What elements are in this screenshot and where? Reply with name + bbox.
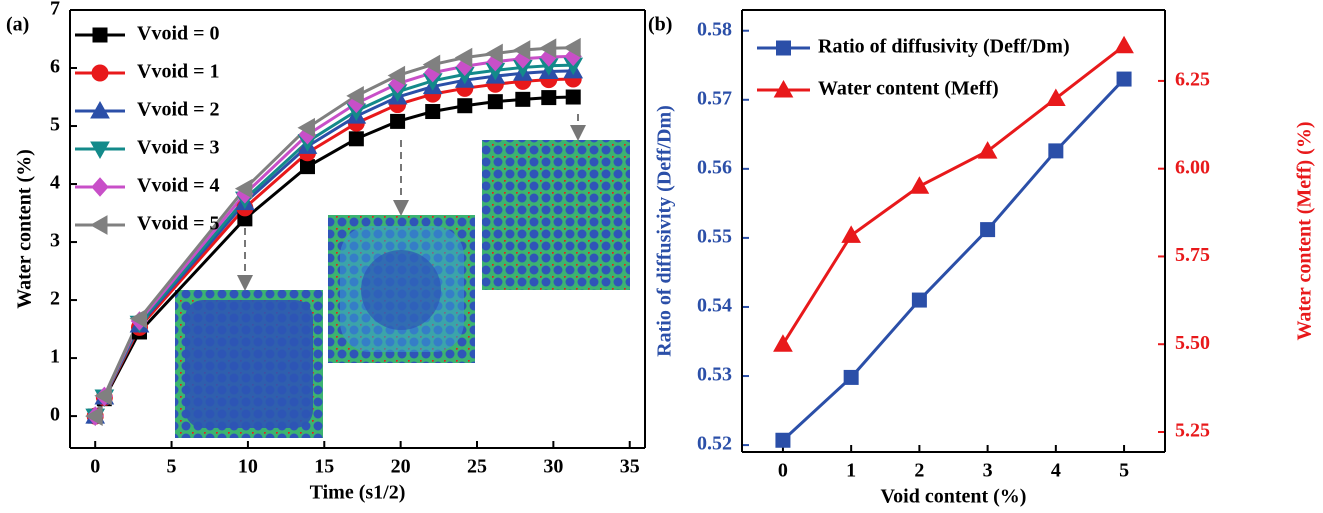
x-tick-label: 5	[167, 456, 177, 478]
legend-label: Vvoid = 1	[137, 61, 220, 83]
marker	[1048, 143, 1064, 159]
x-axis-label: Time (s1/2)	[310, 482, 406, 504]
marker	[565, 89, 581, 105]
y-tick-label: 0.56	[697, 156, 732, 178]
marker	[773, 334, 793, 352]
x-tick-label: 3	[983, 460, 993, 482]
x-tick-label: 35	[620, 456, 640, 478]
x-tick-label: 2	[914, 460, 924, 482]
marker	[346, 86, 364, 106]
marker	[841, 225, 862, 243]
panel-label: (b)	[648, 14, 672, 36]
legend-marker	[773, 79, 794, 98]
marker	[541, 90, 557, 106]
marker	[515, 91, 531, 107]
marker	[387, 65, 406, 86]
marker	[422, 54, 441, 75]
y2-tick-label: 5.25	[1175, 420, 1210, 442]
legend-marker	[90, 141, 110, 160]
x-tick-label: 4	[1051, 460, 1061, 482]
y-tick-label: 0.57	[697, 87, 732, 109]
series-line	[781, 44, 1125, 346]
legend-marker	[89, 215, 108, 235]
marker	[911, 292, 927, 308]
inset-image	[185, 300, 313, 428]
marker	[1045, 88, 1066, 106]
marker	[977, 141, 998, 159]
marker	[348, 131, 364, 147]
x-tick-label: 0	[778, 460, 788, 482]
y2-tick-label: 5.75	[1175, 244, 1210, 266]
y-tick-label: 0.58	[697, 18, 732, 40]
y2-tick-label: 6.25	[1175, 69, 1210, 91]
marker	[485, 43, 503, 64]
legend-marker	[91, 64, 109, 82]
insets	[175, 114, 630, 438]
x-axis-label: Void content (%)	[881, 486, 1027, 508]
x-tick-label: 25	[467, 456, 487, 478]
marker	[454, 47, 473, 68]
y-tick-label: 1	[50, 346, 60, 368]
marker	[487, 94, 503, 110]
x-tick-label: 0	[90, 456, 100, 478]
marker	[234, 178, 253, 199]
legend-marker	[90, 100, 110, 119]
y2-axis-label: Water content (Meff) (%)	[1294, 122, 1316, 341]
marker	[980, 222, 996, 238]
x-tick-label: 10	[238, 456, 258, 478]
y2-tick-label: 6.00	[1175, 156, 1210, 178]
marker	[425, 104, 441, 120]
marker	[512, 40, 531, 60]
marker	[1114, 35, 1134, 54]
legend-label: Vvoid = 2	[137, 99, 220, 121]
legend-marker	[92, 27, 108, 43]
y-tick-label: 2	[50, 288, 60, 310]
legend-label: Ratio of diffusivity (Deff/Dm)	[818, 36, 1070, 58]
x-tick-label: 15	[314, 456, 334, 478]
marker	[909, 176, 930, 194]
legend-label: Vvoid = 4	[137, 175, 220, 197]
marker	[299, 159, 315, 175]
marker	[563, 37, 581, 58]
panel-label: (a)	[6, 14, 29, 36]
legend-label: Vvoid = 3	[137, 137, 220, 159]
x-tick-label: 1	[846, 460, 856, 482]
series-line	[781, 78, 1126, 442]
x-tick-label: 20	[391, 456, 411, 478]
y-tick-label: 5	[50, 114, 60, 136]
y-tick-label: 4	[50, 172, 60, 194]
marker	[538, 38, 557, 59]
y-tick-label: 3	[50, 230, 60, 252]
legend-marker	[91, 177, 109, 197]
marker	[297, 117, 315, 138]
y-axis-label: Ratio of diffusivity (Deff/Dm)	[654, 105, 676, 357]
legend-label: Water content (Meff)	[818, 78, 999, 100]
marker	[390, 113, 406, 129]
y-tick-label: 7	[50, 0, 60, 20]
y-tick-label: 0.55	[697, 226, 732, 248]
x-tick-label: 5	[1119, 460, 1129, 482]
y-tick-label: 0.54	[697, 295, 732, 317]
marker	[1116, 71, 1132, 87]
y2-tick-label: 5.50	[1175, 332, 1210, 354]
marker	[85, 406, 103, 426]
legend-label: Vvoid = 0	[137, 23, 220, 45]
y-axis-label: Water content (%)	[14, 149, 36, 309]
y-tick-label: 0	[50, 404, 60, 426]
y-tick-label: 0.53	[697, 364, 732, 386]
marker	[94, 385, 112, 406]
marker	[843, 369, 859, 385]
inset-image	[482, 140, 630, 290]
marker	[457, 98, 473, 114]
inset-image	[361, 250, 441, 330]
x-tick-label: 30	[543, 456, 563, 478]
legend-marker	[776, 40, 791, 56]
marker	[775, 432, 791, 448]
y-tick-label: 6	[50, 56, 60, 78]
y-tick-label: 0.52	[697, 433, 732, 455]
legend-label: Vvoid = 5	[137, 213, 220, 235]
marker	[129, 308, 147, 329]
